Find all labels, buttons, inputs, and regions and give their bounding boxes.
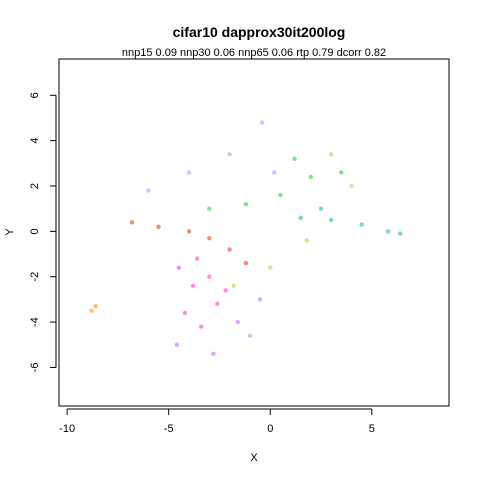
data-point bbox=[292, 156, 297, 161]
x-tick-label: -5 bbox=[164, 423, 174, 435]
data-point bbox=[174, 342, 179, 347]
x-tick-label: 5 bbox=[369, 423, 375, 435]
data-point bbox=[227, 152, 232, 157]
x-axis-label: X bbox=[250, 452, 258, 464]
data-point bbox=[268, 265, 273, 270]
data-point bbox=[156, 224, 161, 229]
data-point bbox=[243, 202, 249, 207]
data-point bbox=[199, 324, 204, 329]
data-point bbox=[227, 247, 232, 252]
chart-title: cifar10 dapprox30it200log bbox=[173, 24, 346, 40]
data-point bbox=[278, 192, 283, 198]
data-point bbox=[129, 220, 135, 225]
data-point bbox=[298, 215, 303, 220]
data-point bbox=[398, 231, 403, 236]
data-point bbox=[186, 229, 192, 234]
y-axis-label: Y bbox=[4, 228, 16, 236]
data-point bbox=[257, 297, 263, 302]
data-point bbox=[235, 319, 240, 325]
data-point bbox=[243, 260, 249, 266]
data-point bbox=[186, 170, 192, 175]
data-point bbox=[339, 170, 344, 175]
data-point bbox=[207, 236, 212, 241]
data-point bbox=[223, 288, 228, 293]
data-points bbox=[89, 120, 403, 356]
data-point bbox=[308, 174, 314, 180]
y-tick-label: -6 bbox=[29, 363, 41, 373]
data-point bbox=[194, 256, 200, 261]
data-point bbox=[146, 188, 151, 193]
x-axis: -10 -5 0 5 bbox=[59, 408, 375, 435]
data-point bbox=[304, 238, 309, 243]
data-point bbox=[182, 310, 188, 316]
data-point bbox=[329, 217, 334, 223]
y-tick-label: 0 bbox=[29, 228, 41, 234]
data-point bbox=[359, 222, 364, 227]
data-point bbox=[259, 120, 265, 125]
x-tick-label: 0 bbox=[267, 423, 273, 435]
data-point bbox=[93, 304, 98, 309]
data-point bbox=[231, 283, 236, 288]
data-point bbox=[329, 152, 334, 157]
data-point bbox=[247, 333, 253, 338]
y-tick-label: -2 bbox=[29, 272, 41, 282]
y-tick-label: 6 bbox=[29, 92, 41, 98]
data-point bbox=[349, 183, 354, 189]
data-point bbox=[385, 229, 391, 234]
data-point bbox=[207, 274, 212, 279]
data-point bbox=[207, 206, 212, 211]
y-tick-label: -4 bbox=[29, 317, 41, 327]
data-point bbox=[176, 265, 181, 270]
data-point bbox=[318, 206, 324, 211]
x-tick-label: -10 bbox=[59, 423, 75, 435]
data-point bbox=[272, 170, 277, 175]
y-tick-label: 4 bbox=[29, 138, 41, 144]
data-point bbox=[211, 351, 216, 356]
data-point bbox=[190, 283, 196, 288]
data-point bbox=[215, 301, 220, 307]
plot-frame bbox=[58, 58, 450, 407]
data-point bbox=[89, 308, 94, 313]
y-tick-label: 2 bbox=[29, 183, 41, 189]
y-axis: -6 -4 -2 0 2 4 6 bbox=[29, 92, 57, 373]
chart-subtitle: nnp15 0.09 nnp30 0.06 nnp65 0.06 rtp 0.7… bbox=[122, 47, 386, 59]
